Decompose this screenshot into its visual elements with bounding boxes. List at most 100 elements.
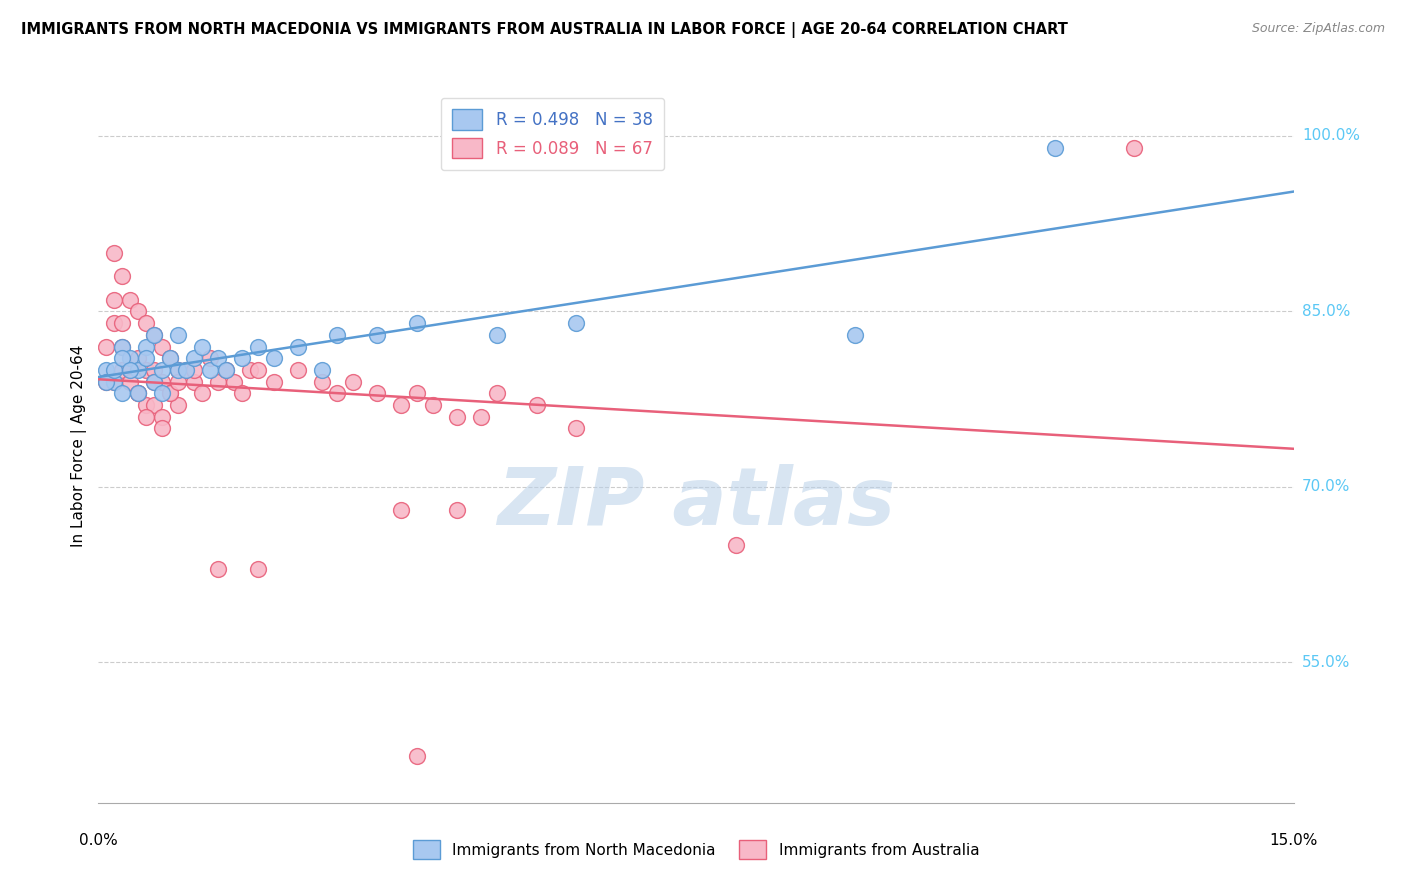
Point (470, 409, 492, 424)
Point (198, 351, 221, 366)
Point (120, 363, 142, 377)
Point (143, 398, 166, 412)
Point (174, 363, 197, 377)
Text: 85.0%: 85.0% (1302, 304, 1350, 319)
Point (159, 351, 181, 366)
Point (135, 409, 157, 424)
Point (406, 386, 429, 401)
Point (183, 363, 205, 377)
Point (191, 386, 214, 401)
Point (183, 375, 205, 389)
Point (143, 375, 166, 389)
Point (135, 340, 157, 354)
Point (246, 363, 269, 377)
Point (565, 421, 588, 435)
Point (389, 503, 412, 517)
Text: 70.0%: 70.0% (1302, 479, 1350, 494)
Point (120, 293, 142, 307)
Legend: Immigrants from North Macedonia, Immigrants from Australia: Immigrants from North Macedonia, Immigra… (405, 832, 987, 866)
Point (844, 327, 866, 342)
Point (159, 351, 181, 366)
Point (287, 363, 309, 377)
Point (366, 386, 388, 401)
Point (366, 327, 388, 342)
Point (143, 327, 166, 342)
Point (406, 749, 429, 764)
Point (263, 375, 285, 389)
Point (446, 503, 468, 517)
Point (565, 316, 588, 330)
Point (246, 340, 269, 354)
Point (215, 363, 238, 377)
Point (111, 316, 134, 330)
Point (198, 363, 221, 377)
Point (111, 340, 134, 354)
Point (342, 375, 364, 389)
Point (287, 340, 309, 354)
Point (406, 316, 429, 330)
Point (263, 351, 285, 366)
Point (135, 398, 157, 412)
Point (1123, 141, 1146, 155)
Point (167, 363, 190, 377)
Point (222, 375, 245, 389)
Point (326, 327, 349, 342)
Point (422, 398, 444, 412)
Text: Source: ZipAtlas.com: Source: ZipAtlas.com (1251, 22, 1385, 36)
Point (150, 421, 173, 435)
Point (111, 269, 134, 284)
Point (120, 351, 142, 366)
Point (159, 386, 181, 401)
Point (127, 386, 149, 401)
Point (120, 375, 142, 389)
Point (174, 363, 197, 377)
Point (207, 375, 229, 389)
Text: 100.0%: 100.0% (1302, 128, 1360, 144)
Point (1043, 141, 1066, 155)
Point (120, 363, 142, 377)
Point (150, 375, 173, 389)
Point (485, 327, 508, 342)
Text: IMMIGRANTS FROM NORTH MACEDONIA VS IMMIGRANTS FROM AUSTRALIA IN LABOR FORCE | AG: IMMIGRANTS FROM NORTH MACEDONIA VS IMMIG… (21, 22, 1069, 38)
Point (135, 316, 157, 330)
Text: 55.0%: 55.0% (1302, 655, 1350, 670)
Text: 15.0%: 15.0% (1270, 833, 1317, 848)
Point (207, 562, 229, 576)
Point (246, 562, 269, 576)
Point (159, 386, 181, 401)
Point (215, 363, 238, 377)
Point (239, 363, 262, 377)
Point (96, 375, 118, 389)
Point (111, 386, 134, 401)
Point (150, 340, 173, 354)
Point (103, 316, 125, 330)
Point (103, 363, 125, 377)
Point (446, 409, 468, 424)
Point (143, 375, 166, 389)
Point (326, 386, 349, 401)
Text: ZIP atlas: ZIP atlas (496, 464, 896, 542)
Point (127, 304, 149, 318)
Point (96, 363, 118, 377)
Point (111, 363, 134, 377)
Point (135, 351, 157, 366)
Point (207, 351, 229, 366)
Text: 0.0%: 0.0% (79, 833, 118, 848)
Point (127, 363, 149, 377)
Point (103, 375, 125, 389)
Point (143, 363, 166, 377)
Point (103, 375, 125, 389)
Point (167, 327, 190, 342)
Point (167, 398, 190, 412)
Point (526, 398, 548, 412)
Point (111, 351, 134, 366)
Point (103, 293, 125, 307)
Point (96, 375, 118, 389)
Point (127, 386, 149, 401)
Point (167, 375, 190, 389)
Point (96, 340, 118, 354)
Point (311, 375, 333, 389)
Point (191, 340, 214, 354)
Point (143, 327, 166, 342)
Point (485, 386, 508, 401)
